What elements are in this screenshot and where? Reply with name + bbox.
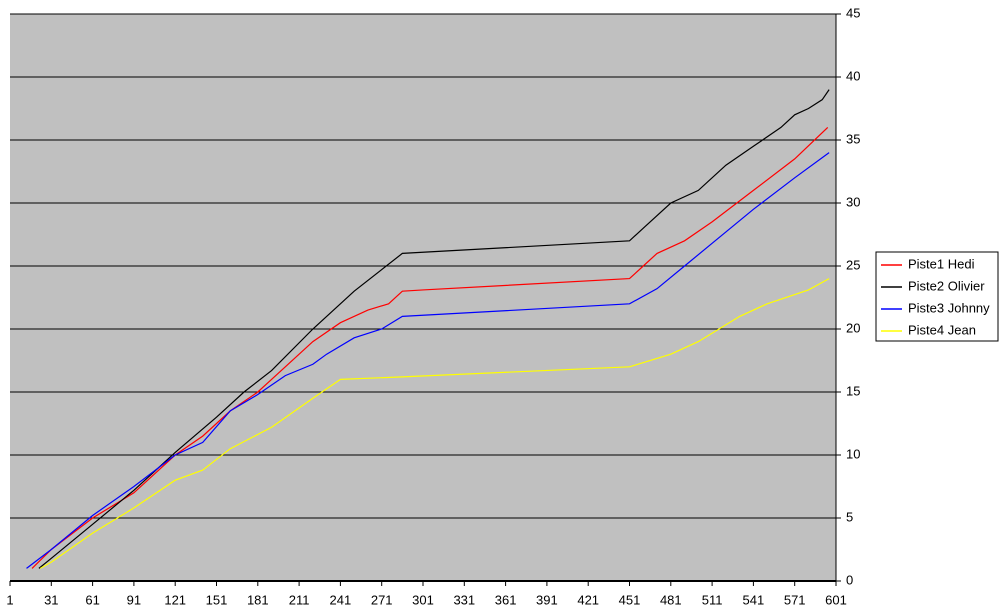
series-line — [39, 278, 830, 569]
x-tick-label: 181 — [247, 592, 269, 607]
x-tick-label: 121 — [164, 592, 186, 607]
legend-label: Piste1 Hedi — [908, 256, 975, 271]
series-line — [26, 152, 830, 569]
y-tick-label: 35 — [846, 131, 860, 146]
y-tick-label: 25 — [846, 257, 860, 272]
x-tick-label: 61 — [85, 592, 99, 607]
y-tick-label: 15 — [846, 383, 860, 398]
x-tick-label: 601 — [825, 592, 847, 607]
y-tick-label: 40 — [846, 68, 860, 83]
y-tick-label: 10 — [846, 446, 860, 461]
y-tick-label: 5 — [846, 509, 853, 524]
x-tick-label: 541 — [743, 592, 765, 607]
y-tick-label: 20 — [846, 320, 860, 335]
legend-label: Piste2 Olivier — [908, 278, 985, 293]
x-tick-label: 241 — [330, 592, 352, 607]
x-tick-label: 1 — [6, 592, 13, 607]
legend-label: Piste4 Jean — [908, 322, 976, 337]
x-tick-label: 481 — [660, 592, 682, 607]
x-tick-label: 421 — [577, 592, 599, 607]
x-tick-label: 301 — [412, 592, 434, 607]
x-tick-label: 91 — [127, 592, 141, 607]
x-tick-label: 331 — [453, 592, 475, 607]
x-tick-label: 451 — [619, 592, 641, 607]
x-tick-label: 511 — [702, 592, 723, 607]
x-tick-label: 271 — [371, 592, 393, 607]
x-tick-label: 361 — [495, 592, 517, 607]
x-tick-label: 571 — [784, 592, 806, 607]
plot-area — [10, 14, 836, 581]
x-tick-label: 151 — [206, 592, 228, 607]
legend-box — [875, 251, 999, 342]
x-tick-label: 211 — [289, 592, 310, 607]
y-tick-label: 45 — [846, 5, 860, 20]
y-tick-label: 30 — [846, 194, 860, 209]
series-line — [31, 126, 829, 569]
x-tick-label: 31 — [44, 592, 58, 607]
legend-label: Piste3 Johnny — [908, 300, 990, 315]
x-tick-label: 391 — [536, 592, 558, 607]
y-tick-label: 0 — [846, 572, 853, 587]
